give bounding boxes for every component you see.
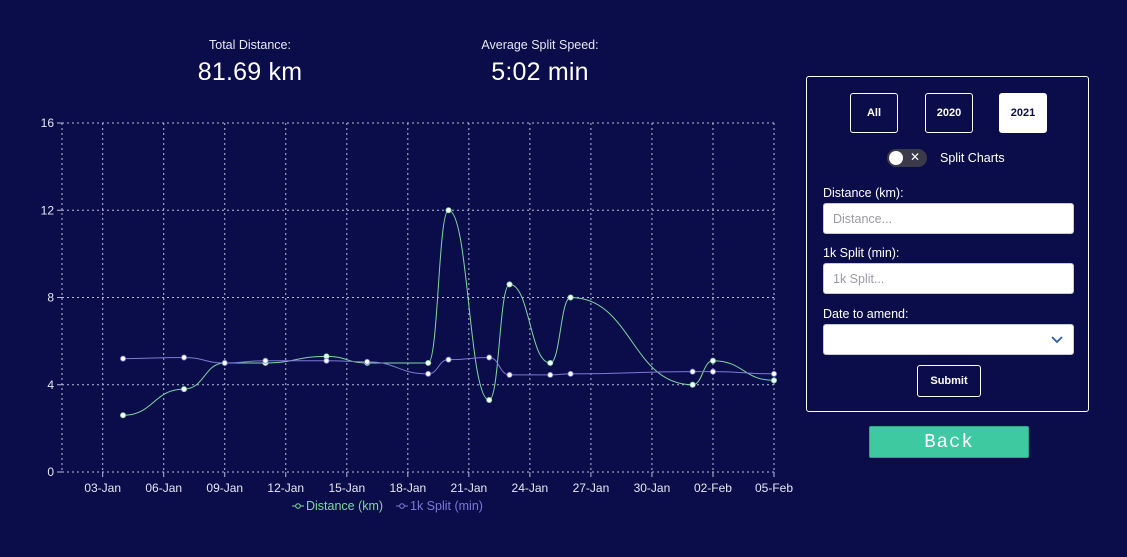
data-point	[323, 357, 330, 364]
data-point	[262, 357, 269, 364]
data-point	[445, 356, 452, 363]
chart-legend: Distance (km) 1k Split (min)	[292, 499, 483, 513]
x-tick-label: 12-Jan	[267, 481, 304, 495]
legend-label: Distance (km)	[306, 499, 383, 513]
y-tick-label: 0	[47, 465, 54, 479]
split-charts-label: Split Charts	[940, 151, 1005, 165]
data-point	[689, 381, 696, 388]
x-tick-label: 27-Jan	[573, 481, 610, 495]
legend-swatch-marker	[295, 503, 301, 509]
chevron-down-icon	[1051, 335, 1063, 343]
data-point	[221, 359, 228, 366]
year-filter-all-button[interactable]: All	[850, 93, 898, 133]
data-point	[486, 397, 493, 404]
split-input[interactable]	[823, 263, 1074, 294]
data-point	[181, 386, 188, 393]
data-point	[567, 370, 574, 377]
chart-axes: 0 4 8 12 16 03-Jan 06-Jan 09-Jan 12-Jan 15-Jan 18-…	[41, 116, 794, 495]
total-distance-value: 81.69 km	[197, 58, 303, 86]
running-chart: 0 4 8 12 16 03-Jan 06-Jan 09-Jan 12-Jan 15-Jan 18-…	[41, 116, 794, 513]
data-point	[486, 354, 493, 361]
total-distance-label: Total Distance:	[209, 38, 291, 52]
total-distance-stat: Total Distance: 81.69 km	[170, 38, 330, 87]
data-point	[506, 371, 513, 378]
split-label: 1k Split (min):	[823, 246, 900, 260]
data-point	[547, 371, 554, 378]
data-point	[709, 357, 716, 364]
y-tick-label: 16	[41, 116, 55, 130]
data-point	[506, 281, 513, 288]
legend-swatch-marker	[399, 503, 405, 509]
series-line-0	[123, 209, 775, 416]
x-tick-label: 02-Feb	[694, 481, 732, 495]
x-tick-label: 05-Feb	[755, 481, 793, 495]
y-tick-label: 8	[47, 291, 54, 305]
date-label: Date to amend:	[823, 307, 909, 321]
year-filter-2021-button[interactable]: 2021	[999, 93, 1047, 133]
date-select[interactable]	[823, 324, 1074, 355]
y-tick-label: 12	[41, 203, 55, 217]
y-tick-label: 4	[47, 378, 54, 392]
data-point	[547, 359, 554, 366]
average-split-label: Average Split Speed:	[481, 38, 599, 52]
data-point	[425, 370, 432, 377]
x-tick-label: 21-Jan	[451, 481, 488, 495]
data-point	[181, 354, 188, 361]
data-point	[689, 368, 696, 375]
toggle-knob	[889, 151, 903, 165]
submit-button[interactable]: Submit	[917, 365, 981, 397]
x-tick-label: 18-Jan	[389, 481, 426, 495]
split-charts-row: ✕ Split Charts	[887, 149, 1005, 167]
data-point	[445, 207, 452, 214]
average-split-value: 5:02 min	[491, 58, 589, 86]
split-charts-toggle[interactable]: ✕	[887, 149, 927, 167]
average-split-stat: Average Split Speed: 5:02 min	[455, 38, 625, 87]
x-tick-label: 03-Jan	[84, 481, 121, 495]
data-point	[567, 294, 574, 301]
data-point	[425, 359, 432, 366]
data-point	[709, 368, 716, 375]
distance-input[interactable]	[823, 203, 1074, 234]
chart-series	[120, 207, 778, 419]
legend-label: 1k Split (min)	[410, 499, 483, 513]
x-tick-label: 09-Jan	[206, 481, 243, 495]
year-filter-2020-button[interactable]: 2020	[925, 93, 973, 133]
edit-panel: All 2020 2021 ✕ Split Charts Distance (k…	[806, 76, 1089, 412]
data-point	[364, 358, 371, 365]
data-point	[771, 370, 778, 377]
distance-label: Distance (km):	[823, 186, 904, 200]
series-line-1	[123, 356, 775, 376]
data-point	[120, 355, 127, 362]
close-icon: ✕	[909, 150, 920, 164]
data-point	[120, 412, 127, 419]
back-button[interactable]: Back	[869, 426, 1029, 458]
x-tick-label: 15-Jan	[328, 481, 365, 495]
chart-grid	[61, 122, 775, 473]
data-point	[771, 377, 778, 384]
x-tick-label: 06-Jan	[145, 481, 182, 495]
x-tick-label: 30-Jan	[634, 481, 671, 495]
x-tick-label: 24-Jan	[512, 481, 549, 495]
